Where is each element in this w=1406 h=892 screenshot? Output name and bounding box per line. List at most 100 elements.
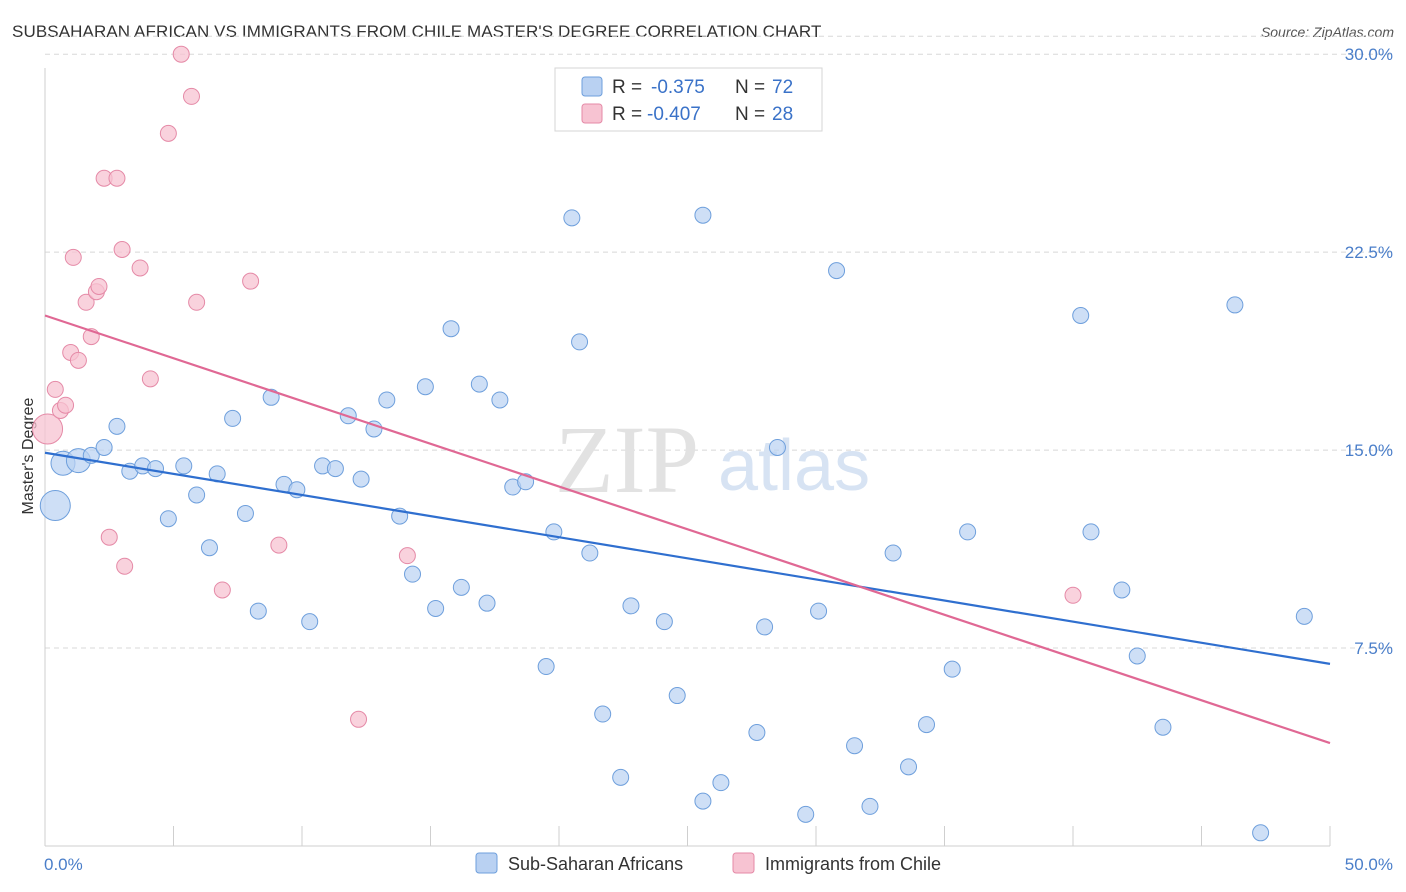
point-sub-saharan-africans (249, 602, 267, 620)
y-axis-tick-labels: 7.5% 15.0% 22.5% 30.0% (1345, 45, 1393, 658)
legend-swatch-pink (581, 103, 603, 124)
point-immigrants-from-chile (213, 581, 231, 599)
legend-n-value-blue: 72 (772, 77, 793, 98)
point-sub-saharan-africans (224, 409, 242, 427)
point-sub-saharan-africans (846, 737, 864, 755)
legend-top: R = -0.375 N = 72 R = -0.407 N = 28 (554, 67, 823, 132)
point-sub-saharan-africans (365, 420, 383, 438)
point-immigrants-from-chile (90, 277, 108, 295)
legend-bottom-swatch-pink (732, 852, 755, 874)
point-immigrants-from-chile (131, 259, 149, 277)
y-tick-label: 15.0% (1345, 441, 1393, 460)
point-sub-saharan-africans (478, 594, 496, 612)
series-sub-saharan-africans (39, 206, 1313, 842)
legend-n-label-pink: N = (735, 104, 765, 125)
point-immigrants-from-chile (188, 293, 206, 311)
y-axis-label: Master's Degree (20, 397, 37, 514)
trend-lines (44, 314, 1331, 745)
point-sub-saharan-africans (884, 544, 902, 562)
point-sub-saharan-africans (301, 613, 319, 631)
point-immigrants-from-chile (77, 293, 95, 311)
legend-r-label-pink: R = (612, 104, 642, 125)
point-immigrants-from-chile (172, 45, 190, 63)
point-immigrants-from-chile (46, 380, 64, 398)
chart-title: SUBSAHARAN AFRICAN VS IMMIGRANTS FROM CH… (12, 22, 822, 41)
legend-r-label-blue: R = (612, 77, 642, 98)
point-sub-saharan-africans (563, 209, 581, 227)
point-sub-saharan-africans (1154, 718, 1172, 736)
point-sub-saharan-africans (262, 388, 280, 406)
point-immigrants-from-chile (1064, 586, 1082, 604)
point-sub-saharan-africans (668, 687, 686, 705)
point-sub-saharan-africans (442, 320, 460, 338)
point-sub-saharan-africans (1226, 296, 1244, 314)
point-sub-saharan-africans (943, 660, 961, 678)
point-immigrants-from-chile (398, 547, 416, 565)
point-immigrants-from-chile (141, 370, 159, 388)
point-sub-saharan-africans (108, 417, 126, 435)
point-sub-saharan-africans (1295, 607, 1313, 625)
legend-bottom-label-blue: Sub-Saharan Africans (508, 854, 683, 874)
point-sub-saharan-africans (712, 774, 730, 792)
point-immigrants-from-chile (116, 557, 134, 575)
point-sub-saharan-africans (326, 460, 344, 478)
legend-bottom: Sub-Saharan Africans Immigrants from Chi… (475, 852, 941, 874)
point-immigrants-from-chile (270, 536, 288, 554)
point-sub-saharan-africans (655, 613, 673, 631)
point-immigrants-from-chile (350, 710, 368, 728)
legend-swatch-blue (581, 76, 603, 97)
y-tick-label: 7.5% (1354, 639, 1393, 658)
point-sub-saharan-africans (404, 565, 422, 583)
trend-line-sub-saharan-africans (44, 451, 1331, 665)
point-sub-saharan-africans (694, 206, 712, 224)
point-sub-saharan-africans (147, 460, 165, 478)
point-sub-saharan-africans (797, 805, 815, 823)
point-sub-saharan-africans (828, 262, 846, 280)
point-sub-saharan-africans (1128, 647, 1146, 665)
point-sub-saharan-africans (918, 716, 936, 734)
point-sub-saharan-africans (861, 797, 879, 815)
point-sub-saharan-africans (1072, 306, 1090, 324)
series-immigrants-from-chile (32, 45, 1082, 728)
point-sub-saharan-africans (1113, 581, 1131, 599)
point-sub-saharan-africans (900, 758, 918, 776)
point-immigrants-from-chile (69, 351, 87, 369)
point-immigrants-from-chile (113, 241, 131, 259)
y-tick-label: 30.0% (1345, 45, 1393, 64)
point-sub-saharan-africans (537, 658, 555, 676)
point-immigrants-from-chile (57, 396, 75, 414)
point-sub-saharan-africans (95, 438, 113, 456)
point-sub-saharan-africans (159, 510, 177, 528)
point-sub-saharan-africans (594, 705, 612, 723)
point-immigrants-from-chile (182, 87, 200, 105)
point-sub-saharan-africans (188, 486, 206, 504)
point-sub-saharan-africans (352, 470, 370, 488)
point-sub-saharan-africans (1252, 824, 1270, 842)
point-sub-saharan-africans (959, 523, 977, 541)
legend-bottom-label-pink: Immigrants from Chile (765, 854, 941, 874)
point-sub-saharan-africans (571, 333, 589, 351)
point-sub-saharan-africans (810, 602, 828, 620)
point-sub-saharan-africans (175, 457, 193, 475)
x-tick-label-max: 50.0% (1345, 855, 1393, 874)
legend-r-value-blue: -0.375 (651, 77, 705, 98)
point-sub-saharan-africans (748, 724, 766, 742)
point-sub-saharan-africans (427, 599, 445, 617)
point-sub-saharan-africans (581, 544, 599, 562)
point-sub-saharan-africans (452, 578, 470, 596)
trend-line-immigrants-from-chile (44, 314, 1331, 745)
point-sub-saharan-africans (768, 438, 786, 456)
watermark-zip: ZIP (555, 406, 699, 513)
x-axis-ticks (44, 826, 1331, 846)
point-sub-saharan-africans (756, 618, 774, 636)
point-immigrants-from-chile (242, 272, 260, 290)
point-sub-saharan-africans (416, 378, 434, 396)
point-sub-saharan-africans (200, 539, 218, 557)
watermark-atlas: atlas (718, 426, 870, 506)
point-sub-saharan-africans (470, 375, 488, 393)
point-sub-saharan-africans (622, 597, 640, 615)
y-tick-label: 22.5% (1345, 243, 1393, 262)
point-sub-saharan-africans (39, 490, 71, 522)
point-sub-saharan-africans (612, 768, 630, 786)
